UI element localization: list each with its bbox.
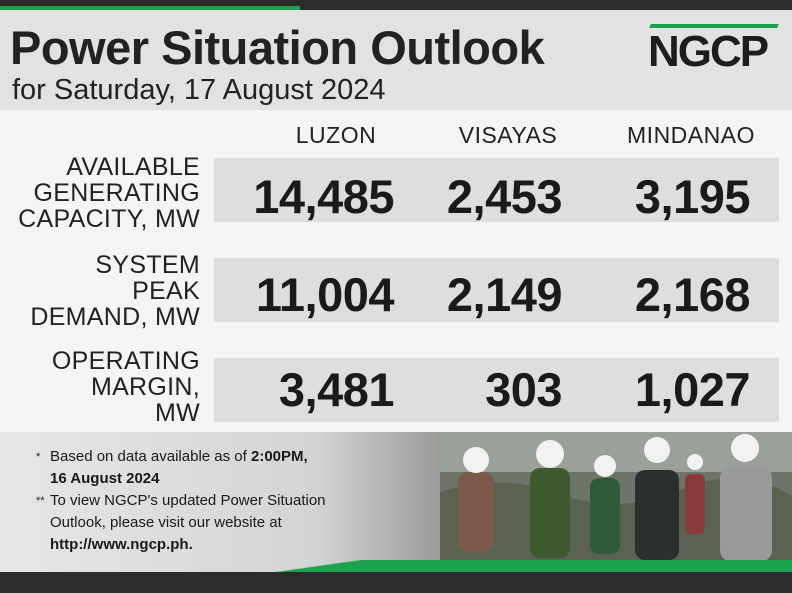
value-mindanao-peak-demand: 2,168: [634, 268, 751, 321]
row-band-operating-margin: [214, 358, 779, 422]
footnote-time: 2:00PM,: [250, 448, 308, 465]
value-mindanao-available-capacity: 3,195: [634, 170, 751, 223]
footnote-date: 16 August 2024: [50, 470, 160, 487]
page-title: Power Situation Outlook: [10, 21, 545, 74]
row-label-line: MARGIN,: [90, 373, 200, 401]
row-label-line: PEAK: [132, 277, 200, 305]
row-label-line: CAPACITY, MW: [18, 205, 200, 233]
footnote-data-timestamp: * Based on data available as of 2:00PM, …: [36, 446, 376, 490]
row-label-available-capacity: AVAILABLE GENERATING CAPACITY, MW: [18, 154, 200, 232]
logo-text: NGCP: [648, 27, 769, 76]
footnote-text: To view NGCP's updated Power Situation: [50, 492, 326, 509]
footnotes: * Based on data available as of 2:00PM, …: [36, 446, 376, 556]
row-band-peak-demand: [214, 258, 779, 322]
row-label-operating-margin: OPERATING MARGIN, MW: [52, 348, 200, 426]
ngcp-logo: NGCP: [648, 18, 784, 74]
row-band-available-capacity: [214, 158, 779, 222]
value-luzon-peak-demand: 11,004: [255, 268, 395, 321]
value-visayas-peak-demand: 2,149: [446, 268, 563, 321]
column-header-mindanao: MINDANAO: [627, 122, 755, 148]
footnote-mark: **: [36, 495, 45, 507]
footnote-text: Based on data available as of: [50, 448, 251, 465]
linemen-photo: [440, 432, 792, 574]
top-accent-bar: [0, 0, 792, 10]
page-subtitle: for Saturday, 17 August 2024: [12, 74, 386, 106]
row-label-line: SYSTEM: [95, 251, 200, 279]
value-luzon-operating-margin: 3,481: [278, 363, 395, 416]
value-mindanao-operating-margin: 1,027: [634, 363, 751, 416]
bottom-green-stripe: [0, 560, 792, 574]
worker-figures: [458, 434, 772, 562]
row-label-line: MW: [154, 399, 200, 427]
row-label-line: DEMAND, MW: [30, 303, 200, 331]
bottom-dark-bar: [0, 572, 792, 593]
row-label-line: GENERATING: [33, 179, 200, 207]
footnote-text: Outlook, please visit our website at: [50, 514, 282, 531]
footer-banner: [0, 432, 792, 574]
row-label-line: AVAILABLE: [66, 153, 200, 181]
value-visayas-available-capacity: 2,453: [446, 170, 563, 223]
value-visayas-operating-margin: 303: [485, 363, 562, 416]
website-link[interactable]: http://www.ngcp.ph.: [50, 536, 193, 553]
footnote-website: ** To view NGCP's updated Power Situatio…: [36, 490, 376, 556]
footnote-mark: *: [36, 451, 41, 463]
column-header-visayas: VISAYAS: [458, 122, 558, 148]
header-banner: Power Situation Outlook for Saturday, 17…: [0, 10, 792, 110]
column-header-luzon: LUZON: [295, 122, 377, 148]
row-label-line: OPERATING: [51, 347, 200, 375]
row-label-peak-demand: SYSTEM PEAK DEMAND, MW: [30, 252, 200, 330]
value-luzon-available-capacity: 14,485: [253, 170, 394, 223]
